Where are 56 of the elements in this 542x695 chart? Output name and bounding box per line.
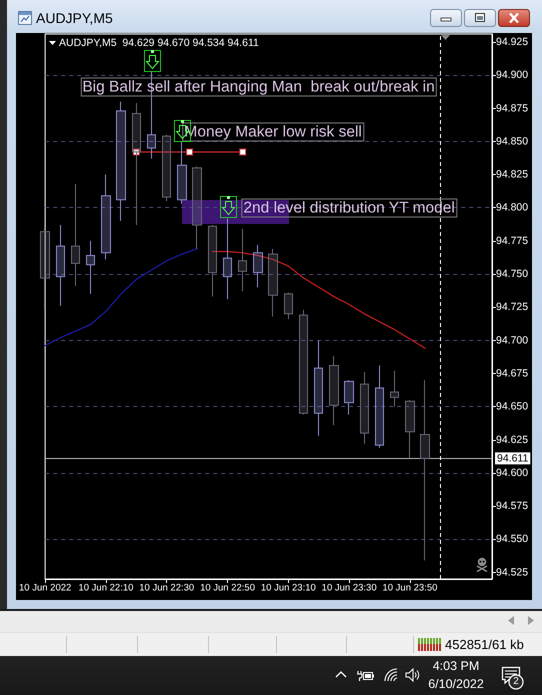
candlestick: [238, 228, 247, 292]
y-tick-label: 94.800: [496, 202, 528, 214]
y-tick-label: 94.775: [496, 234, 528, 247]
candlestick: [86, 240, 95, 294]
candlestick: [420, 380, 430, 561]
chart-subtitle: AUDJPY,M5 94.629 94.670 94.534 94.611: [59, 37, 259, 49]
chart-title: AUDJPY,M5: [36, 10, 113, 26]
candlestick: [71, 183, 80, 286]
candlestick: [208, 224, 217, 298]
candlestick: [223, 218, 232, 300]
x-tick-label: 10 Jun 23:10: [260, 582, 316, 594]
candlestick: [116, 101, 126, 222]
candlestick: [56, 224, 65, 306]
candlestick: [405, 399, 415, 459]
y-tick-label: 94.625: [496, 434, 528, 446]
y-tick-label: 94.675: [496, 367, 528, 380]
x-tick-label: 10 Jun 23:30: [322, 582, 377, 594]
text: 452851/61 kb: [445, 637, 524, 652]
x-tick-label: 10 Jun 2022: [19, 582, 72, 594]
candlestick: [268, 248, 278, 317]
candlestick: [284, 292, 293, 320]
y-tick-label: 94.550: [496, 533, 528, 546]
y-tick-label: 94.875: [496, 102, 528, 114]
y-tick-label: 94.700: [496, 334, 528, 346]
y-tick-label: 94.725: [496, 301, 528, 314]
candlestick: [314, 340, 323, 436]
candlestick: [299, 309, 308, 416]
candlestick: [40, 226, 50, 310]
y-tick-label: 94.825: [496, 168, 528, 181]
candlestick: [329, 356, 339, 426]
y-tick-label: 94.925: [496, 36, 528, 48]
y-tick-label: 94.750: [496, 268, 528, 280]
line-series: [212, 250, 426, 349]
candlestick: [360, 372, 369, 444]
candlestick: [253, 244, 263, 288]
y-tick-label: 94.600: [496, 466, 528, 479]
y-tick-label: 94.525: [496, 566, 528, 578]
y-tick-label: 94.650: [496, 400, 528, 413]
x-tick-label: 10 Jun 22:50: [200, 582, 256, 594]
candlestick: [162, 134, 171, 202]
ref-line-label: 94.611: [497, 452, 528, 464]
text: 6/10/2022: [428, 677, 484, 691]
x-tick-label: 10 Jun 23:50: [382, 582, 438, 594]
y-tick-label: 94.575: [496, 500, 528, 512]
text: 4:03 PM: [432, 659, 480, 673]
x-tick-label: 10 Jun 22:30: [139, 582, 194, 594]
candlestick: [101, 174, 111, 260]
y-tick-label: 94.900: [496, 69, 528, 82]
line-series: [44, 248, 198, 346]
candlestick: [375, 365, 384, 448]
x-tick-label: 10 Jun 22:10: [78, 582, 134, 594]
candlestick: [344, 380, 354, 416]
y-tick-label: 94.850: [496, 135, 528, 148]
candlestick: [192, 166, 202, 250]
text: 2: [513, 676, 519, 688]
candlestick: [390, 370, 399, 408]
